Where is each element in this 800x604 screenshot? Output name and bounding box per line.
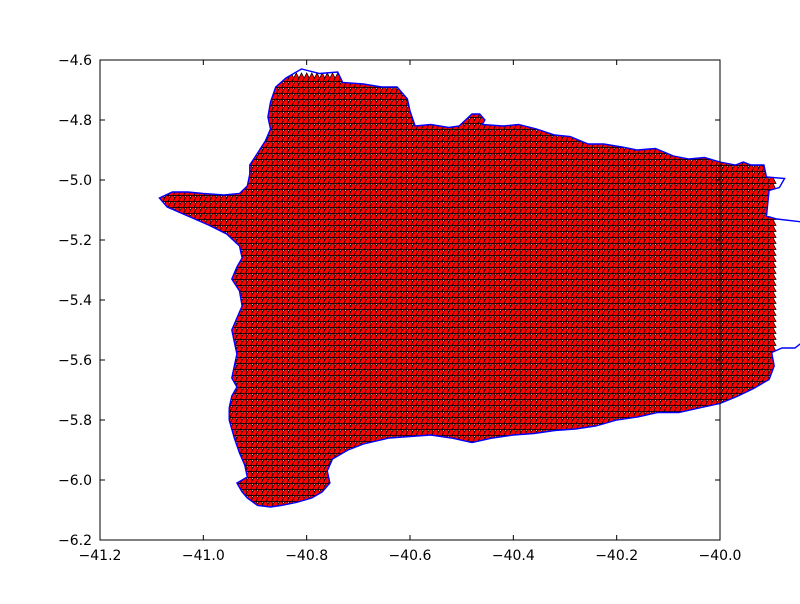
chart-figure: −41.2 −41.0 −40.8 −40.6 −40.4 −40.2 −40.0 −6.2… bbox=[58, 53, 800, 564]
chart-svg: −41.2 −41.0 −40.8 −40.6 −40.4 −40.2 −40.0 −6.2… bbox=[58, 53, 800, 564]
